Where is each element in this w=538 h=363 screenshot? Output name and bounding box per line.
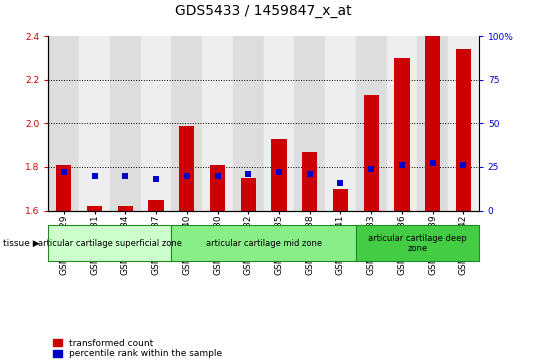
- Bar: [394, 58, 409, 211]
- Bar: [333, 189, 348, 211]
- Bar: [425, 36, 441, 211]
- Bar: [48, 225, 172, 261]
- Bar: [140, 36, 172, 211]
- Point: [398, 162, 406, 168]
- Point: [306, 171, 314, 177]
- Point: [213, 173, 222, 179]
- Bar: [271, 139, 287, 211]
- Text: articular cartilage superficial zone: articular cartilage superficial zone: [38, 239, 182, 248]
- Text: GDS5433 / 1459847_x_at: GDS5433 / 1459847_x_at: [175, 4, 352, 18]
- Bar: [172, 225, 356, 261]
- Bar: [294, 36, 325, 211]
- Bar: [387, 36, 417, 211]
- Bar: [56, 165, 72, 211]
- Point: [428, 160, 437, 166]
- Legend: transformed count, percentile rank within the sample: transformed count, percentile rank withi…: [53, 339, 222, 359]
- Bar: [233, 36, 264, 211]
- Point: [459, 162, 468, 168]
- Point: [336, 180, 345, 185]
- Bar: [356, 36, 387, 211]
- Bar: [364, 95, 379, 211]
- Bar: [417, 36, 448, 211]
- Point: [244, 171, 252, 177]
- Point: [121, 173, 130, 179]
- Point: [60, 169, 68, 175]
- Text: tissue ▶: tissue ▶: [3, 239, 39, 248]
- Bar: [356, 225, 479, 261]
- Bar: [210, 165, 225, 211]
- Point: [152, 176, 160, 182]
- Point: [182, 173, 191, 179]
- Text: articular cartilage deep
zone: articular cartilage deep zone: [368, 233, 466, 253]
- Bar: [179, 126, 194, 211]
- Bar: [118, 206, 133, 211]
- Bar: [456, 49, 471, 211]
- Point: [275, 169, 284, 175]
- Bar: [240, 178, 256, 211]
- Bar: [325, 36, 356, 211]
- Point: [367, 166, 376, 172]
- Bar: [48, 36, 79, 211]
- Text: articular cartilage mid zone: articular cartilage mid zone: [206, 239, 322, 248]
- Bar: [148, 200, 164, 211]
- Point: [90, 173, 99, 179]
- Bar: [79, 36, 110, 211]
- Bar: [302, 152, 317, 211]
- Bar: [202, 36, 233, 211]
- Bar: [172, 36, 202, 211]
- Bar: [87, 206, 102, 211]
- Bar: [264, 36, 294, 211]
- Bar: [448, 36, 479, 211]
- Bar: [110, 36, 140, 211]
